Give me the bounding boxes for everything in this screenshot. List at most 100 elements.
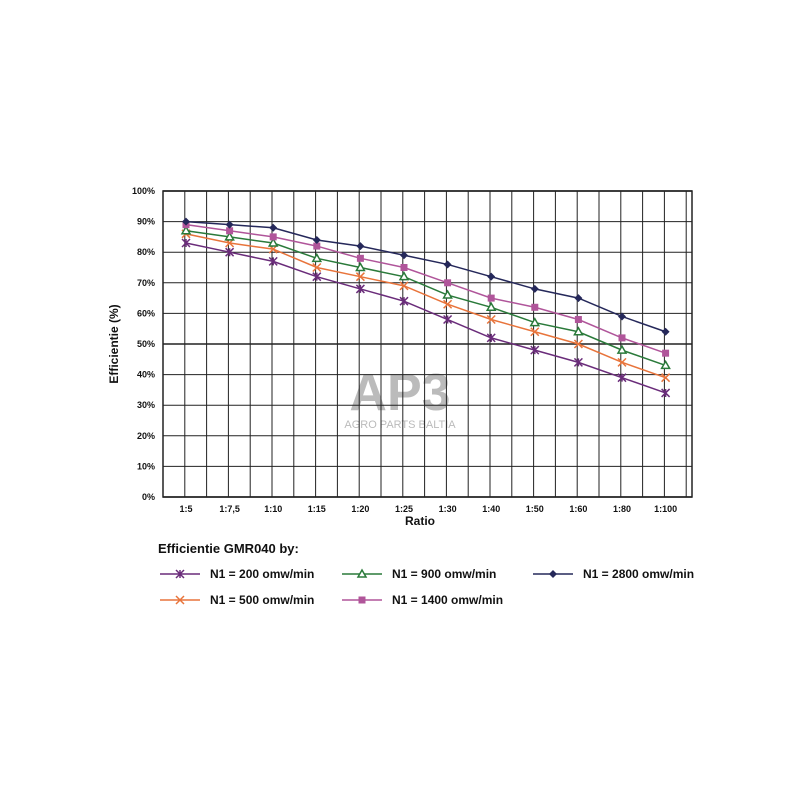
data-point xyxy=(443,314,453,325)
data-point xyxy=(660,359,671,370)
data-point xyxy=(181,238,191,248)
data-point xyxy=(531,303,539,311)
x-tick-label: 1:100 xyxy=(654,504,677,514)
legend-marker xyxy=(175,595,185,605)
data-point xyxy=(485,301,497,312)
legend-label: N1 = 2800 omw/min xyxy=(583,567,694,581)
x-tick-label: 1:10 xyxy=(264,504,282,514)
data-point xyxy=(662,349,670,357)
y-tick-label: 20% xyxy=(137,431,155,441)
y-axis-label: Efficientie (%) xyxy=(107,304,121,383)
data-point xyxy=(573,326,584,336)
data-point xyxy=(356,254,364,262)
data-point xyxy=(487,294,495,302)
data-point xyxy=(399,296,409,306)
legend-marker xyxy=(175,569,185,579)
data-point xyxy=(486,333,496,343)
watermark-text: AGRO PARTS BALTIA xyxy=(344,419,456,431)
x-tick-label: 1:15 xyxy=(308,504,326,514)
data-point xyxy=(661,327,670,336)
data-point xyxy=(182,217,190,226)
y-tick-label: 80% xyxy=(137,247,155,257)
data-point xyxy=(268,256,278,266)
data-point xyxy=(180,225,192,235)
data-point xyxy=(267,237,279,247)
data-point xyxy=(618,312,626,321)
data-point xyxy=(530,284,539,293)
watermark-logo: AP3 xyxy=(349,364,450,422)
data-point xyxy=(400,251,408,260)
data-point xyxy=(530,345,540,355)
data-point xyxy=(400,264,408,271)
x-tick-label: 1:5 xyxy=(179,504,192,514)
x-tick-label: 1:40 xyxy=(482,504,500,514)
x-tick-label: 1:20 xyxy=(351,504,369,514)
y-tick-label: 70% xyxy=(137,278,155,288)
data-point xyxy=(226,227,234,235)
data-point xyxy=(618,334,626,342)
data-point xyxy=(399,281,409,291)
data-point xyxy=(355,261,366,272)
series-line xyxy=(185,220,666,333)
series-line xyxy=(185,242,666,394)
data-point xyxy=(224,231,235,241)
legend-label: N1 = 900 omw/min xyxy=(392,567,496,581)
legend-title: Efficientie GMR040 by: xyxy=(158,541,299,556)
data-point xyxy=(617,373,627,383)
data-point xyxy=(444,279,452,287)
data-point xyxy=(574,294,583,303)
y-tick-label: 30% xyxy=(137,400,155,410)
data-point xyxy=(486,314,496,325)
data-point xyxy=(355,272,365,282)
y-tick-label: 60% xyxy=(137,308,155,318)
x-tick-label: 1:7,5 xyxy=(219,504,240,514)
x-tick-label: 1:60 xyxy=(569,504,587,514)
x-tick-label: 1:25 xyxy=(395,504,413,514)
series-line xyxy=(185,223,666,354)
legend-label: N1 = 200 omw/min xyxy=(210,567,314,581)
data-point xyxy=(573,339,583,349)
x-tick-label: 1:30 xyxy=(439,504,457,514)
data-point xyxy=(356,242,365,251)
x-tick-label: 1:80 xyxy=(613,504,631,514)
y-tick-label: 0% xyxy=(142,492,155,502)
data-point xyxy=(225,220,234,229)
data-point xyxy=(313,242,321,250)
y-tick-label: 10% xyxy=(137,461,155,471)
legend-label: N1 = 500 omw/min xyxy=(210,593,314,607)
x-tick-label: 1:50 xyxy=(526,504,544,514)
data-point xyxy=(529,317,541,327)
series-line xyxy=(185,230,666,367)
data-point xyxy=(312,262,322,273)
data-point xyxy=(616,344,628,354)
legend-label: N1 = 1400 omw/min xyxy=(392,593,503,607)
data-point xyxy=(225,247,235,257)
data-point xyxy=(443,260,452,269)
data-point xyxy=(311,252,323,263)
legend-marker xyxy=(356,568,368,578)
legend-marker xyxy=(549,570,557,578)
data-point xyxy=(443,299,453,309)
data-point xyxy=(661,388,671,398)
data-point xyxy=(487,272,496,281)
data-point xyxy=(269,233,277,241)
plot-border xyxy=(162,190,693,498)
data-point xyxy=(355,284,365,294)
data-point xyxy=(530,327,540,337)
series-line xyxy=(185,233,666,379)
y-tick-label: 100% xyxy=(132,186,155,196)
data-point xyxy=(442,289,453,299)
data-point xyxy=(617,357,627,367)
data-point xyxy=(398,271,410,281)
legend-marker xyxy=(358,596,366,604)
y-tick-label: 90% xyxy=(137,217,155,227)
x-axis-label: Ratio xyxy=(405,514,435,528)
data-point xyxy=(312,272,322,282)
y-tick-label: 40% xyxy=(137,370,155,380)
data-point xyxy=(269,223,278,232)
data-point xyxy=(573,357,583,367)
data-point xyxy=(312,235,321,244)
data-point xyxy=(574,316,582,324)
y-tick-label: 50% xyxy=(137,339,155,349)
